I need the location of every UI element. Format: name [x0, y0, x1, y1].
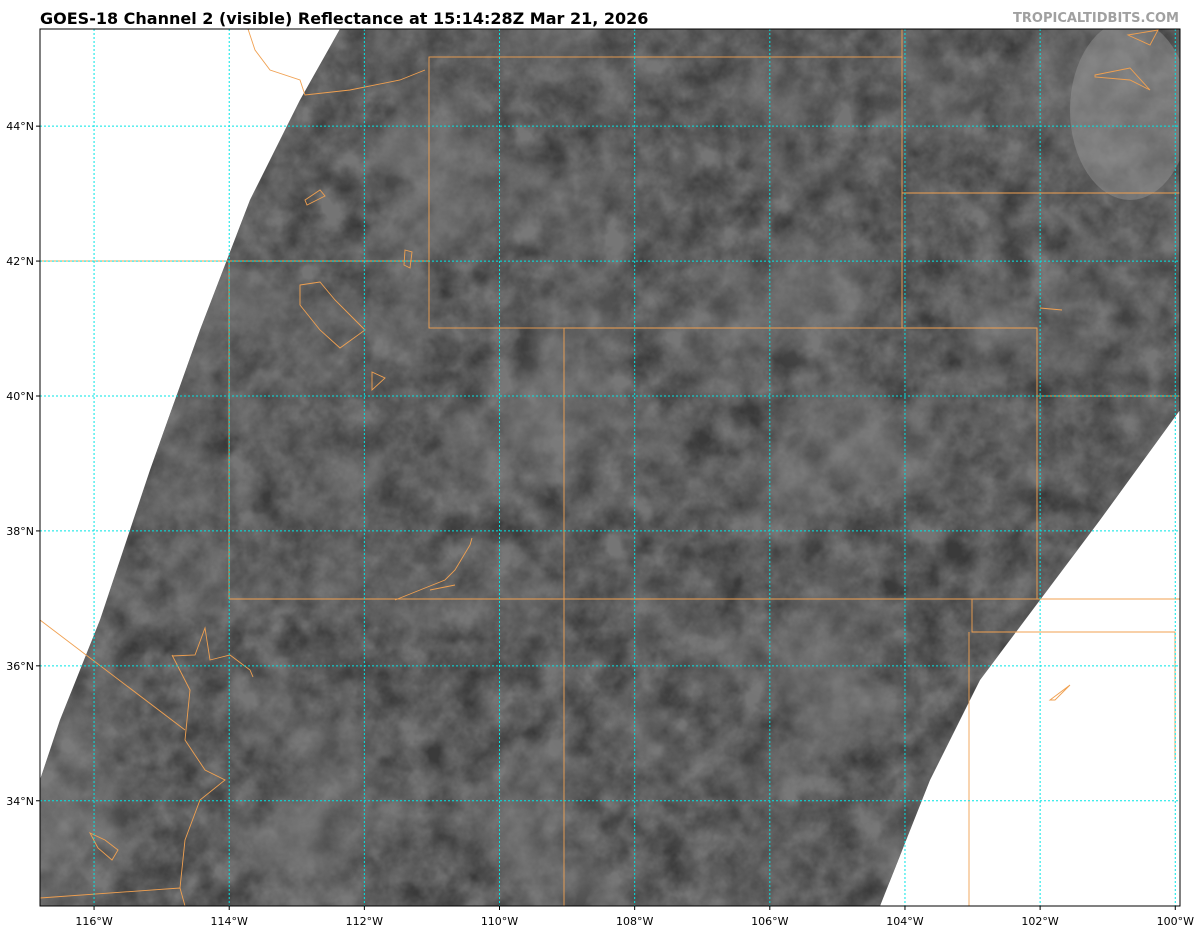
lakes: [304, 29, 1159, 701]
lat-tick-label: 40°N: [6, 390, 34, 403]
graticule: [40, 29, 1180, 906]
lake-mead: [171, 626, 254, 678]
great-salt-lake: [299, 281, 366, 349]
lon-tick-label: 116°W: [75, 915, 112, 928]
map-frame: [39, 28, 1181, 907]
lake-powell: [394, 537, 473, 601]
lon-tick-label: 108°W: [616, 915, 653, 928]
lon-tick-label: 100°W: [1157, 915, 1194, 928]
salton-sea: [88, 832, 119, 861]
lat-tick-label: 38°N: [6, 525, 34, 538]
lat-tick-label: 44°N: [6, 120, 34, 133]
lon-tick-label: 112°W: [346, 915, 383, 928]
colorado-river-border: [39, 654, 226, 907]
montana-border: [247, 28, 426, 96]
satellite-imagery: [40, 29, 1180, 906]
watermark: TROPICALTIDBITS.COM: [1013, 11, 1179, 26]
map-title: GOES-18 Channel 2 (visible) Reflectance …: [40, 9, 649, 28]
oklahoma-texas-border: [968, 599, 1176, 906]
lat-tick-label: 36°N: [6, 660, 34, 673]
lat-tick-label: 42°N: [6, 255, 34, 268]
lon-tick-label: 104°W: [886, 915, 923, 928]
colorado-border: [229, 327, 1180, 600]
lat-tick-label: 34°N: [6, 795, 34, 808]
lon-tick-label: 110°W: [481, 915, 518, 928]
lon-tick-label: 114°W: [211, 915, 248, 928]
lon-tick-label: 102°W: [1021, 915, 1058, 928]
lon-tick-label: 106°W: [751, 915, 788, 928]
axis-ticks: 116°W 114°W 112°W 110°W 108°W 106°W 104°W 102°W…: [6, 120, 1194, 928]
